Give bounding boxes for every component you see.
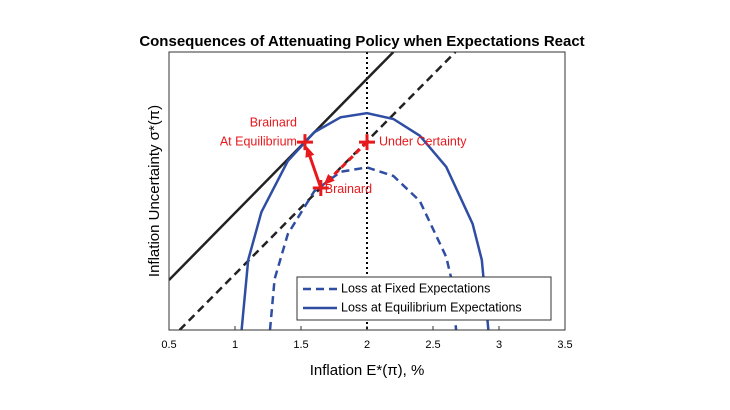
series-line (268, 166, 458, 330)
point-marker (359, 134, 375, 151)
point-label: Under Certainty (379, 134, 467, 148)
y-axis-label: Inflation Uncertainty σ*(π) (146, 105, 163, 277)
point-marker (312, 179, 329, 196)
x-tick-label: 1.5 (293, 339, 308, 351)
plot-area (169, 52, 490, 330)
point-label: At Equilibrium (220, 134, 297, 148)
x-tick-label: 0.5 (161, 339, 176, 351)
legend-box (296, 276, 552, 321)
series-line (178, 52, 457, 330)
x-tick-label: 2.5 (425, 339, 440, 351)
point-label: Brainard (325, 182, 372, 196)
x-tick-label: 3 (496, 339, 502, 351)
x-axis-label: Inflation E*(π), % (310, 362, 425, 379)
arrow-shaft (326, 141, 369, 182)
series-line (240, 111, 490, 330)
x-tick-label: 2 (364, 339, 370, 351)
series-line (169, 52, 395, 281)
arrow-head (305, 145, 315, 158)
overlay: 0.5 1 1.5 2 2.5 3 3.5 Brainard At Equilibrium Und… (161, 115, 572, 351)
point-marker (296, 134, 313, 151)
arrow-head (323, 174, 335, 186)
legend-label: Loss at Equilibrium Expectations (341, 300, 522, 314)
legend-label: Loss at Fixed Expectations (341, 281, 490, 295)
chart-title: Consequences of Attenuating Policy when … (139, 33, 584, 50)
point-label: Brainard (250, 115, 297, 129)
x-tick-label: 1 (232, 339, 238, 351)
x-tick-label: 3.5 (557, 339, 572, 351)
arrow-shaft (306, 151, 323, 189)
